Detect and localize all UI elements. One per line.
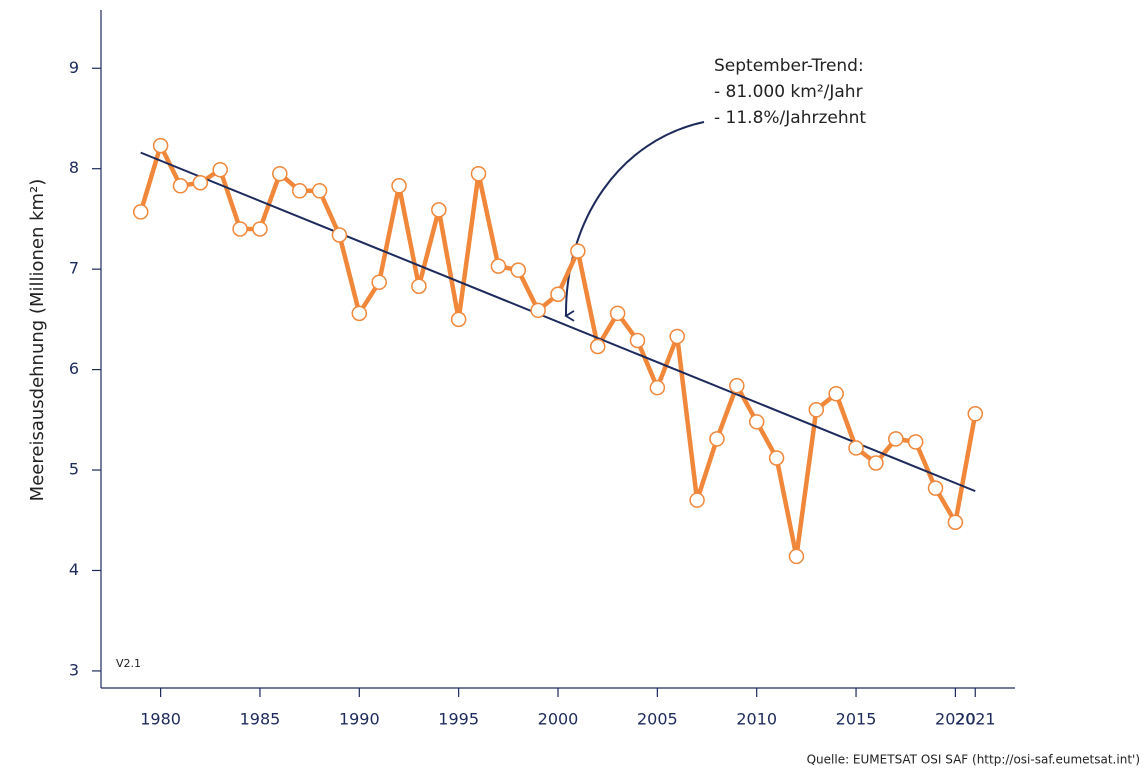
data-point xyxy=(967,406,984,422)
data-point xyxy=(490,258,507,274)
data-point xyxy=(629,332,646,349)
data-point xyxy=(291,183,308,199)
data-point xyxy=(788,548,805,565)
data-point xyxy=(669,328,685,345)
x-tick-label: 2000 xyxy=(538,710,579,729)
data-point xyxy=(311,183,328,199)
x-tick-label: 2015 xyxy=(836,710,877,729)
data-point xyxy=(848,440,864,456)
data-point xyxy=(192,175,209,191)
data-point xyxy=(232,221,248,237)
data-point xyxy=(907,434,924,450)
data-point xyxy=(927,480,944,496)
data-point xyxy=(808,402,825,418)
data-point xyxy=(649,379,666,396)
data-line xyxy=(138,143,978,559)
y-tick-label: 7 xyxy=(69,259,79,278)
data-point xyxy=(888,431,904,447)
data-point xyxy=(828,385,844,402)
data-point xyxy=(550,286,566,303)
data-point xyxy=(570,243,586,259)
y-tick-label: 8 xyxy=(69,158,79,177)
data-point xyxy=(947,514,964,531)
y-tick-label: 6 xyxy=(69,359,79,378)
data-point xyxy=(132,204,149,220)
x-tick-label: 2005 xyxy=(637,710,678,729)
data-point xyxy=(729,377,745,394)
data-point xyxy=(470,165,487,182)
data-point xyxy=(411,278,427,294)
annotation-arrow xyxy=(564,121,705,322)
annotation: - 11.8%/Jahrzehnt xyxy=(714,108,866,128)
y-tick-label: 5 xyxy=(69,460,79,479)
x-tick-label: 2021 xyxy=(955,710,996,729)
data-point xyxy=(212,161,228,178)
data-point xyxy=(272,165,288,182)
data-point xyxy=(351,305,368,322)
data-point xyxy=(589,338,606,355)
y-tick-label: 3 xyxy=(69,660,79,679)
data-point xyxy=(371,274,387,290)
x-tick-label: 2010 xyxy=(736,710,777,729)
annotation: September-Trend: xyxy=(714,56,864,76)
y-tick-label: 4 xyxy=(69,560,79,579)
source: Quelle: EUMETSAT OSI SAF (http://osi-saf… xyxy=(807,753,1140,767)
y-tick-label: 9 xyxy=(69,58,79,77)
y-axis-title: Meereisausdehnung (Millionen km²) xyxy=(27,179,48,502)
data-point xyxy=(431,202,447,218)
x-tick-label: 1995 xyxy=(438,710,479,729)
data-point xyxy=(530,302,546,319)
data-point xyxy=(609,305,626,322)
x-tick-label: 1990 xyxy=(339,710,380,729)
x-tick-label: 2020 xyxy=(935,710,976,729)
data-point xyxy=(172,178,189,194)
data-point xyxy=(252,221,268,237)
data-point xyxy=(331,227,348,243)
version-label: V2.1 xyxy=(116,657,141,670)
data-point xyxy=(689,492,705,508)
data-point xyxy=(450,311,467,328)
data-point xyxy=(391,178,407,194)
data-point xyxy=(510,262,527,278)
data-point xyxy=(768,450,785,466)
data-point xyxy=(868,455,884,471)
annotation: - 81.000 km²/Jahr xyxy=(714,82,863,102)
data-point xyxy=(152,137,169,154)
x-tick-label: 1980 xyxy=(140,710,181,729)
data-point xyxy=(709,431,725,447)
trend-line xyxy=(140,151,976,493)
data-point xyxy=(748,414,765,430)
x-tick-label: 1985 xyxy=(240,710,281,729)
